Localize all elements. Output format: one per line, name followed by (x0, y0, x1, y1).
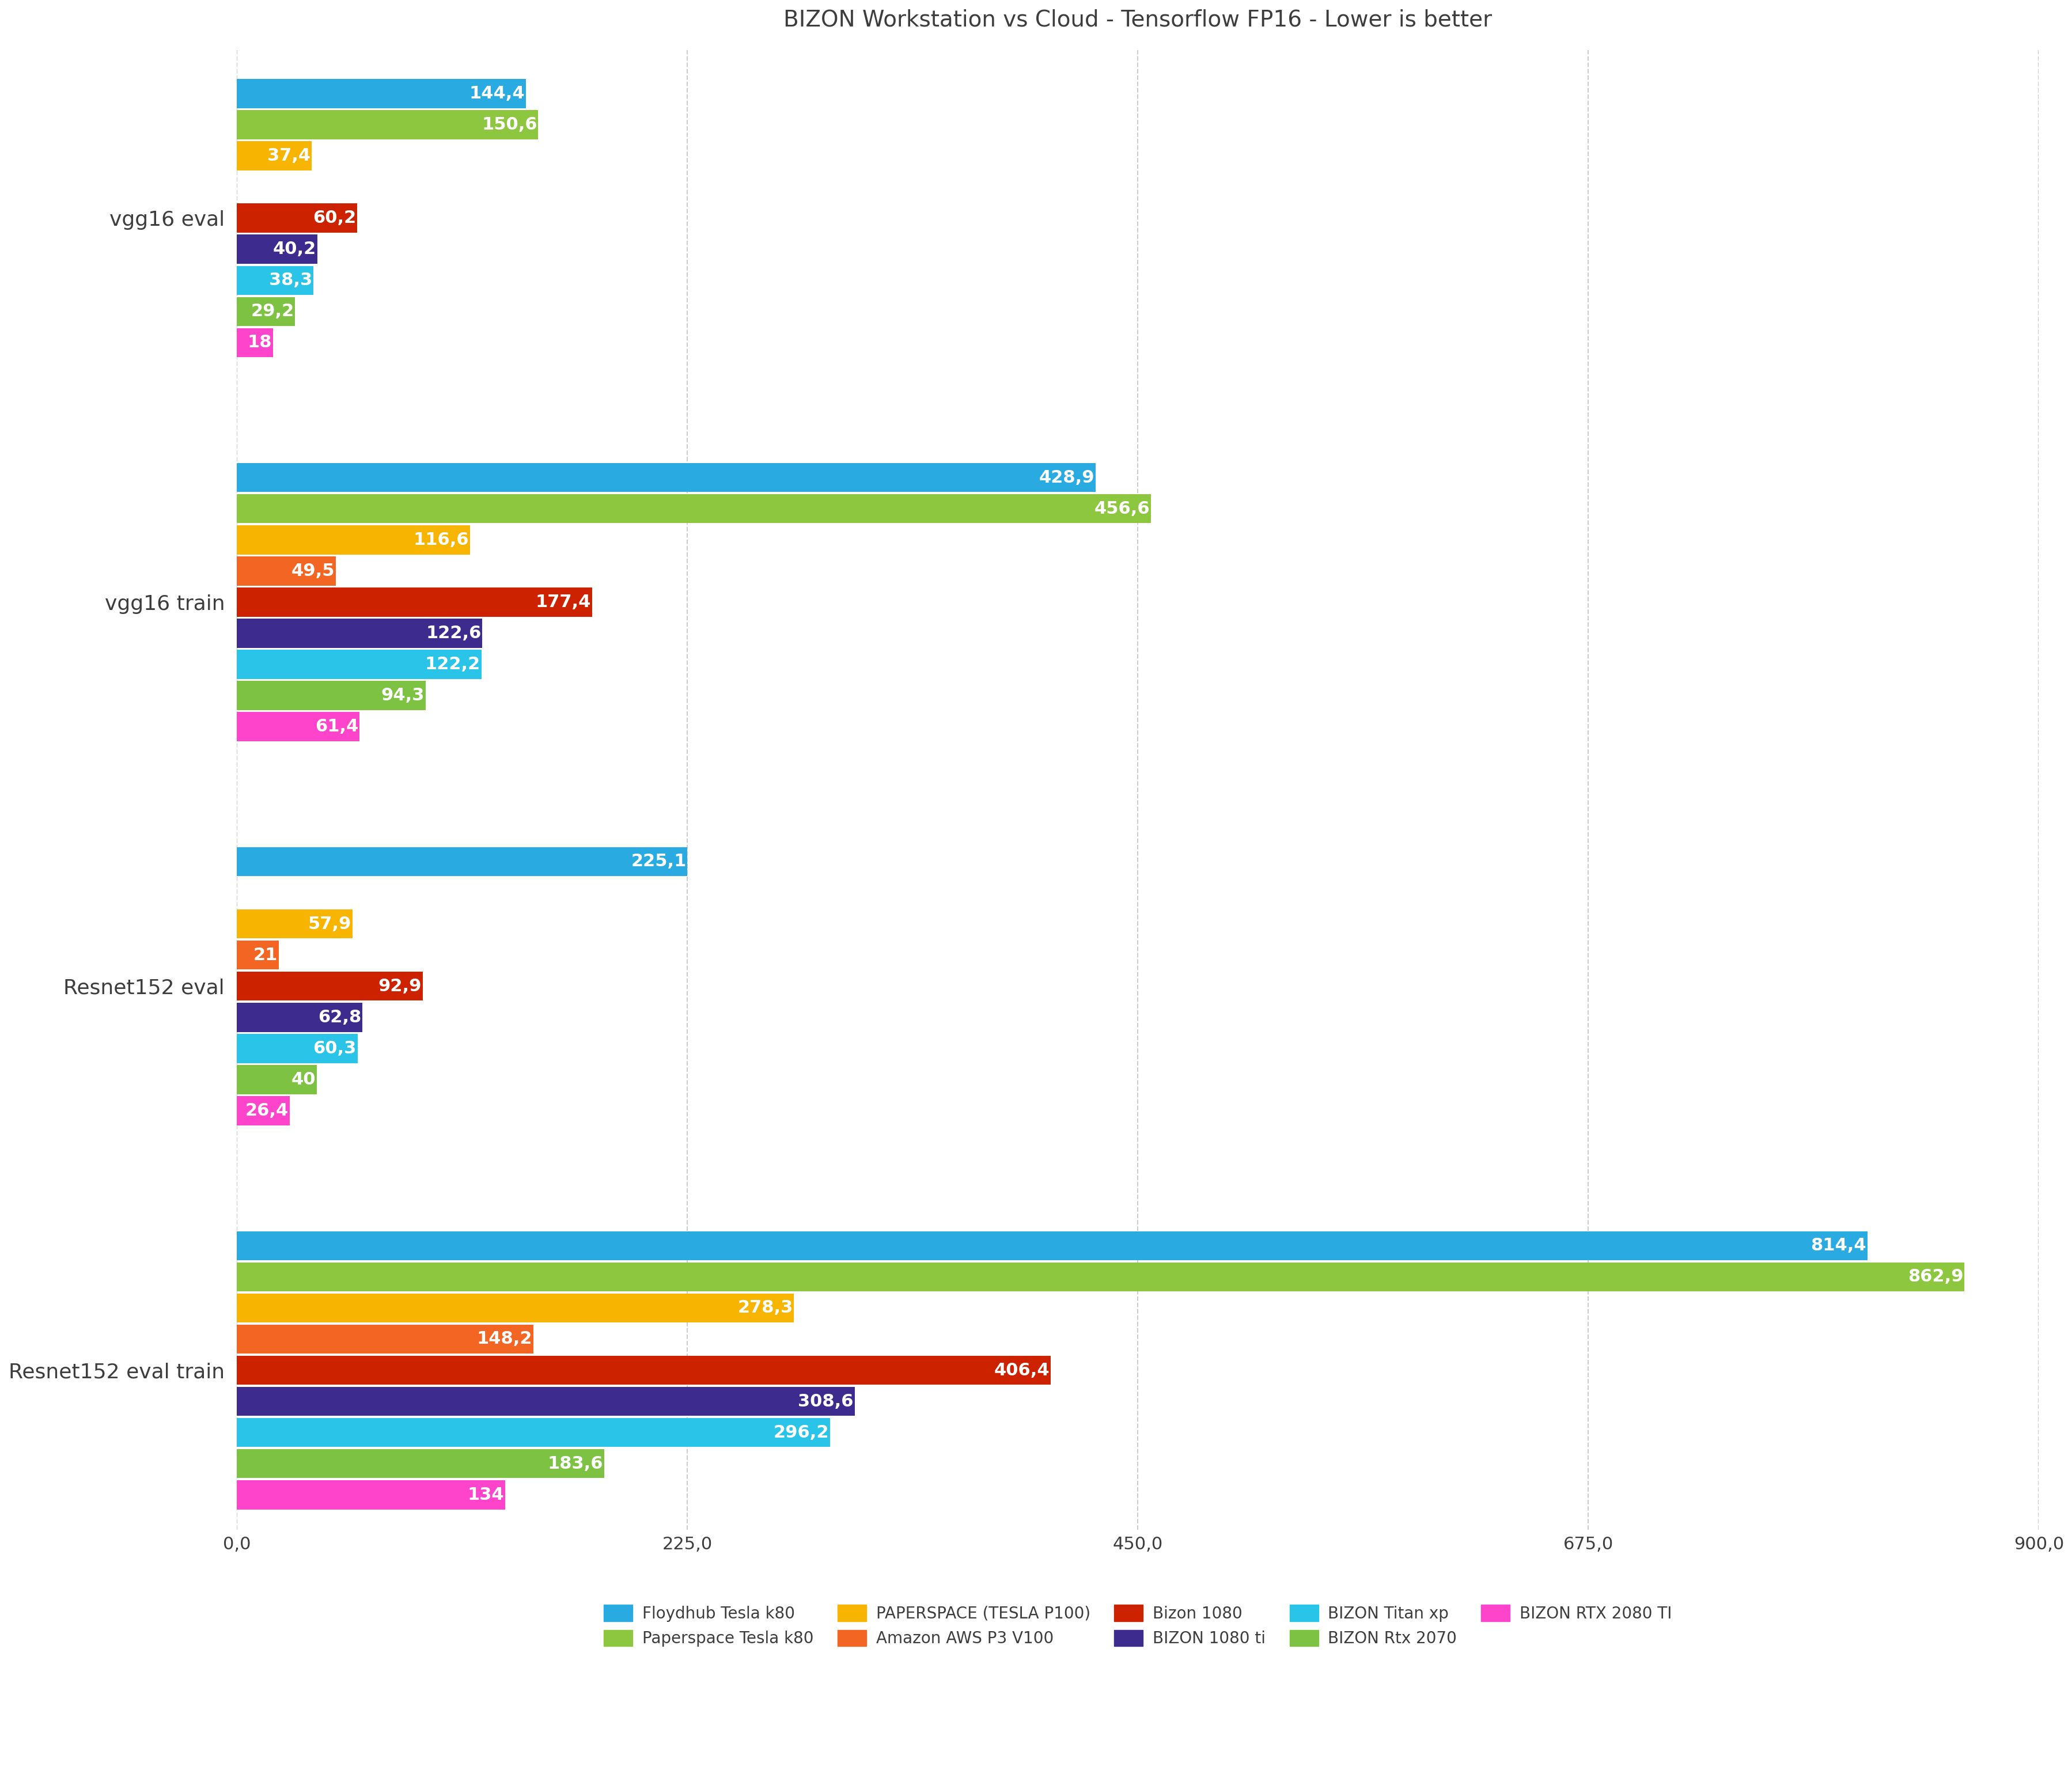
Text: 29,2: 29,2 (251, 302, 294, 320)
Text: 122,2: 122,2 (425, 656, 481, 672)
Bar (236, 1325, 533, 1353)
Bar (236, 329, 274, 357)
Bar (236, 1293, 794, 1323)
Text: 406,4: 406,4 (995, 1362, 1048, 1378)
Bar (236, 462, 1096, 493)
Text: 225,1: 225,1 (630, 853, 686, 869)
Bar (236, 587, 593, 617)
Bar (236, 267, 313, 295)
Bar (236, 619, 483, 647)
Bar (236, 1355, 1051, 1385)
Text: 94,3: 94,3 (381, 688, 425, 704)
Text: 296,2: 296,2 (773, 1424, 829, 1440)
Bar (236, 1097, 290, 1125)
Bar (236, 494, 1150, 523)
Text: 49,5: 49,5 (292, 562, 336, 580)
Bar (236, 846, 688, 877)
Bar (236, 557, 336, 585)
Bar (236, 1262, 1964, 1291)
Legend: Floydhub Tesla k80, Paperspace Tesla k80, PAPERSPACE (TESLA P100), Amazon AWS P3: Floydhub Tesla k80, Paperspace Tesla k80… (595, 1597, 1678, 1655)
Bar (236, 1449, 605, 1478)
Text: 40: 40 (292, 1072, 315, 1088)
Text: 150,6: 150,6 (481, 116, 537, 133)
Bar (236, 1419, 829, 1447)
Bar (236, 1230, 1867, 1261)
Bar (236, 681, 425, 709)
Text: 177,4: 177,4 (535, 594, 591, 610)
Bar (236, 971, 423, 1001)
Text: 148,2: 148,2 (477, 1330, 533, 1348)
Bar (236, 1003, 363, 1031)
Text: 428,9: 428,9 (1038, 469, 1094, 485)
Text: 308,6: 308,6 (798, 1392, 854, 1410)
Text: 92,9: 92,9 (379, 978, 421, 994)
Bar (236, 1387, 854, 1415)
Text: 814,4: 814,4 (1811, 1237, 1867, 1253)
Text: 60,3: 60,3 (313, 1040, 356, 1056)
Text: 57,9: 57,9 (309, 916, 352, 932)
Text: 61,4: 61,4 (315, 718, 358, 734)
Bar (236, 1035, 356, 1063)
Bar (236, 297, 294, 325)
Bar (236, 235, 317, 263)
Bar (236, 713, 361, 741)
Text: 116,6: 116,6 (414, 532, 468, 548)
Title: BIZON Workstation vs Cloud - Tensorflow FP16 - Lower is better: BIZON Workstation vs Cloud - Tensorflow … (783, 9, 1492, 30)
Text: 21: 21 (253, 946, 278, 964)
Text: 122,6: 122,6 (425, 624, 481, 642)
Text: 456,6: 456,6 (1094, 500, 1150, 517)
Text: 38,3: 38,3 (269, 272, 313, 288)
Bar (236, 525, 470, 555)
Text: 862,9: 862,9 (1908, 1268, 1962, 1285)
Bar (236, 1065, 317, 1093)
Text: 62,8: 62,8 (317, 1008, 361, 1026)
Bar (236, 203, 356, 233)
Text: 144,4: 144,4 (468, 85, 524, 101)
Text: 40,2: 40,2 (274, 240, 317, 258)
Text: 278,3: 278,3 (738, 1300, 794, 1316)
Bar (236, 909, 352, 939)
Text: 183,6: 183,6 (547, 1456, 603, 1472)
Bar (236, 140, 311, 171)
Text: 37,4: 37,4 (267, 148, 311, 164)
Bar (236, 78, 526, 108)
Text: 18: 18 (247, 334, 271, 350)
Bar (236, 941, 280, 969)
Text: 60,2: 60,2 (313, 210, 356, 226)
Bar (236, 651, 481, 679)
Bar (236, 1481, 506, 1510)
Text: 134: 134 (468, 1486, 503, 1502)
Bar (236, 110, 539, 139)
Text: 26,4: 26,4 (244, 1102, 288, 1118)
